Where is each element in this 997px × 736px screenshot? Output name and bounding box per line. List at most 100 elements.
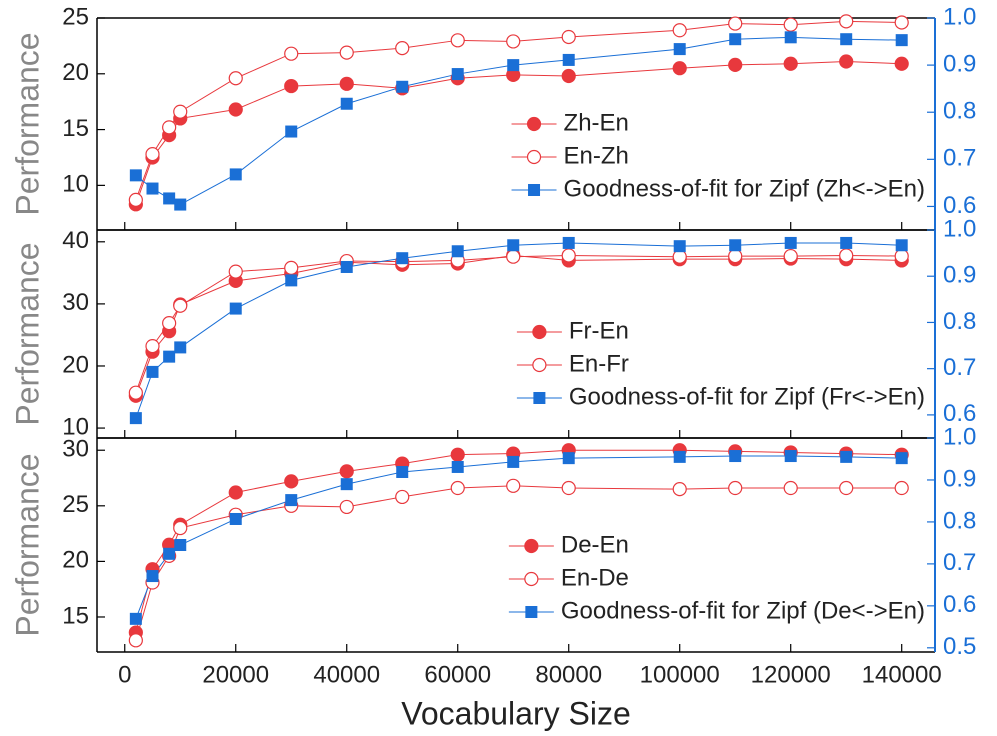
marker [285, 274, 298, 287]
marker [129, 169, 142, 182]
marker [839, 54, 854, 69]
series-line [135, 254, 902, 396]
marker [340, 478, 353, 491]
y2-tick-label: 0.9 [943, 262, 976, 289]
marker [673, 450, 686, 463]
marker [894, 248, 909, 264]
marker [284, 78, 299, 94]
legend: De-En En-De Goodness-of-fit for Zipf (De<-… [508, 531, 925, 624]
legend-label: En-De [561, 564, 629, 591]
legend-marker [526, 116, 542, 132]
marker [728, 248, 743, 264]
marker [784, 236, 797, 249]
marker [894, 480, 909, 496]
legend-marker [524, 538, 539, 554]
marker [174, 539, 187, 551]
marker [784, 31, 797, 44]
marker [894, 15, 909, 30]
y2-tick-label: 0.8 [943, 98, 976, 125]
marker [174, 198, 187, 211]
marker [840, 33, 853, 46]
x-tick-label: 60000 [424, 661, 491, 688]
marker [895, 34, 908, 47]
marker [284, 46, 299, 61]
marker [840, 236, 853, 249]
y2-tick-label: 0.8 [943, 308, 976, 335]
marker [895, 239, 908, 252]
legend-label: Zh-En [564, 109, 629, 136]
marker [506, 478, 521, 493]
legend-label: Goodness-of-fit for Zipf (Fr<->En) [569, 383, 925, 410]
legend-marker [528, 184, 541, 196]
marker [339, 76, 354, 91]
marker [128, 385, 143, 400]
marker [728, 16, 743, 31]
x-axis-label: Vocabulary Size [401, 695, 630, 731]
legend-label: Fr-En [569, 317, 629, 344]
y-tick-label: 10 [62, 171, 89, 198]
marker [562, 53, 575, 66]
legend-marker [526, 149, 542, 165]
marker [128, 192, 143, 207]
marker [145, 339, 160, 354]
marker [173, 520, 188, 536]
series-line [135, 455, 902, 620]
y-tick-label: 40 [62, 227, 89, 254]
legend-label: Goodness-of-fit for Zipf (De<->En) [561, 597, 925, 624]
marker [129, 412, 142, 425]
marker [339, 464, 354, 479]
marker [729, 33, 742, 46]
marker [783, 17, 798, 32]
marker [561, 248, 576, 263]
y2-tick-label: 0.6 [943, 400, 976, 427]
marker [894, 56, 909, 71]
marker [339, 499, 354, 515]
marker [561, 68, 576, 84]
marker [450, 33, 465, 48]
marker [228, 71, 243, 86]
marker [339, 45, 354, 60]
marker [507, 239, 520, 252]
marker [146, 570, 159, 583]
legend-marker [525, 606, 538, 618]
y-axis-label: Performance [9, 32, 45, 215]
y2-tick-label: 0.9 [943, 50, 976, 77]
marker [396, 252, 409, 265]
y2-tick-label: 0.9 [943, 465, 976, 492]
marker [285, 125, 298, 138]
y2-tick-label: 0.7 [943, 549, 976, 576]
marker [506, 249, 521, 264]
marker [561, 29, 576, 45]
y-tick-label: 10 [62, 413, 89, 440]
marker [163, 547, 176, 560]
marker [672, 23, 687, 38]
y-tick-label: 30 [62, 289, 89, 316]
marker [562, 452, 575, 465]
y-tick-label: 15 [62, 602, 89, 629]
marker [783, 480, 798, 496]
marker [507, 455, 520, 468]
marker [396, 465, 409, 478]
marker [285, 494, 298, 507]
marker [451, 460, 464, 473]
marker [729, 239, 742, 252]
marker [506, 34, 521, 49]
y-tick-label: 25 [62, 491, 89, 518]
legend: Fr-En En-Fr Goodness-of-fit for Zipf (Fr<-… [516, 317, 925, 410]
marker [395, 41, 410, 56]
marker [228, 264, 243, 279]
marker [396, 80, 409, 93]
series-line [135, 254, 902, 393]
x-tick-label: 120000 [751, 661, 831, 688]
marker [228, 485, 243, 500]
marker [162, 120, 177, 135]
x-tick-label: 0 [118, 661, 131, 688]
marker [163, 350, 176, 363]
legend-label: De-En [561, 531, 629, 558]
marker [340, 260, 353, 273]
y2-tick-label: 1.0 [943, 215, 976, 242]
marker [340, 97, 353, 110]
marker [672, 482, 687, 497]
legend: Zh-En En-Zh Goodness-of-fit for Zipf (Zh<-… [511, 109, 925, 202]
